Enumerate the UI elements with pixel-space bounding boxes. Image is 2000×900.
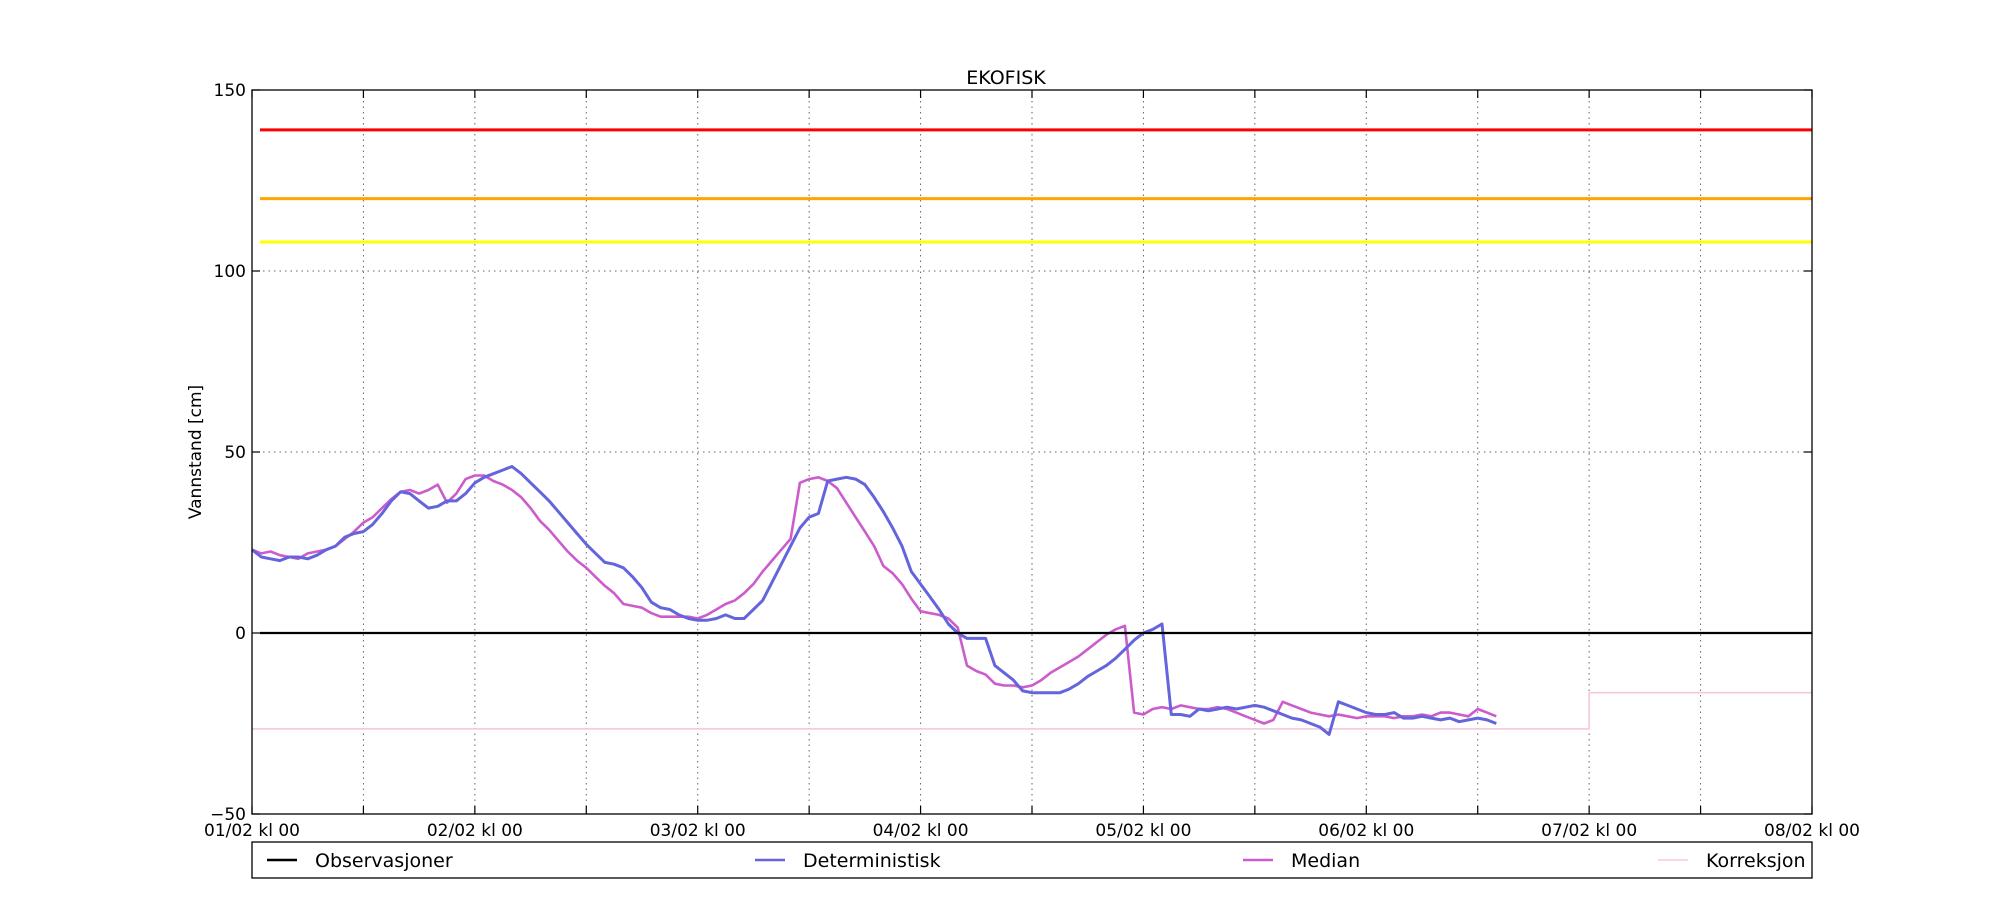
legend-label-korreksjon: Korreksjon (1706, 850, 1806, 872)
chart-title: EKOFISK (966, 67, 1046, 89)
y-axis-label: Vannstand [cm] (186, 385, 206, 519)
y-tick-label: 50 (224, 443, 246, 463)
x-tick-label: 08/02 kl 00 (1764, 821, 1860, 841)
legend-label-deterministisk: Deterministisk (803, 850, 941, 872)
threshold-lines (260, 128, 1812, 244)
y-axis-ticks: −50 0 50 100 150 (210, 81, 1812, 825)
y-tick-label: 150 (214, 81, 246, 101)
series-line-deterministisk (251, 465, 1497, 736)
legend-box (251, 841, 1813, 879)
x-tick-label: 02/02 kl 00 (427, 821, 523, 841)
legend: Observasjoner Deterministisk Median Korreks… (251, 841, 1813, 879)
y-tick-label: 100 (214, 262, 246, 282)
x-tick-label: 07/02 kl 00 (1541, 821, 1637, 841)
x-tick-label: 03/02 kl 00 (650, 821, 746, 841)
x-tick-label: 01/02 kl 00 (204, 821, 300, 841)
x-tick-label: 04/02 kl 00 (873, 821, 969, 841)
series-lines (251, 465, 1812, 736)
series-line-median (251, 474, 1497, 725)
series-line-korreksjon (252, 691, 1812, 730)
y-tick-label: 0 (235, 624, 246, 644)
x-axis-ticks: 01/02 kl 00 02/02 kl 00 03/02 kl 00 04/02 k… (204, 90, 1860, 841)
x-tick-label: 06/02 kl 00 (1318, 821, 1414, 841)
x-tick-label: 05/02 kl 00 (1095, 821, 1191, 841)
legend-label-median: Median (1291, 850, 1360, 872)
y-tick-label: −50 (210, 805, 246, 825)
legend-label-observasjoner: Observasjoner (315, 850, 453, 872)
